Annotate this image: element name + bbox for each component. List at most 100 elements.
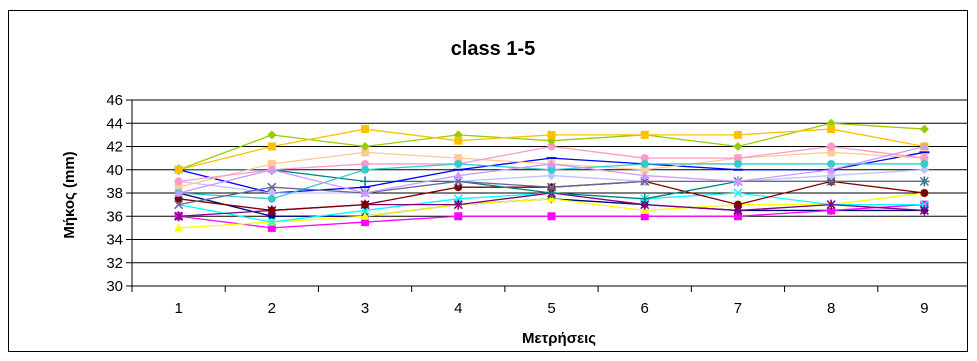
- data-point: [547, 142, 556, 151]
- data-point: [919, 176, 929, 186]
- data-point: [267, 211, 277, 221]
- data-point: [919, 142, 929, 150]
- y-tick-label: 46: [106, 92, 123, 109]
- data-point: [640, 130, 649, 139]
- data-point: [919, 165, 929, 175]
- x-tick-label: 5: [547, 300, 555, 317]
- data-point: [733, 142, 743, 151]
- data-point: [267, 182, 277, 192]
- data-point: [547, 194, 556, 203]
- x-tick-label: 3: [361, 300, 369, 317]
- data-point: [454, 212, 463, 221]
- data-point: [640, 165, 649, 174]
- data-point: [547, 165, 556, 174]
- data-point: [454, 159, 463, 168]
- data-point: [174, 194, 183, 203]
- data-point: [826, 165, 836, 174]
- data-point: [920, 189, 929, 197]
- data-point: [639, 193, 650, 204]
- data-point: [547, 171, 556, 181]
- data-point: [826, 176, 836, 186]
- data-point: [640, 171, 650, 180]
- series-group: [173, 118, 930, 232]
- x-tick-label: 7: [734, 300, 742, 317]
- data-point: [267, 165, 277, 174]
- x-tick-label: 8: [827, 300, 835, 317]
- data-point: [640, 159, 649, 168]
- data-point: [361, 148, 370, 157]
- series-16: [174, 142, 929, 197]
- data-point: [733, 159, 742, 168]
- data-point: [360, 176, 371, 187]
- data-point: [454, 183, 463, 192]
- x-axis-title: Μετρήσεις: [522, 330, 596, 347]
- y-tick-label: 32: [106, 255, 123, 272]
- data-point: [827, 206, 836, 215]
- data-point: [826, 199, 836, 210]
- y-tick-label: 38: [106, 185, 123, 202]
- data-point: [361, 125, 370, 134]
- data-point: [546, 188, 557, 198]
- y-tick-labels: 30 32 34 36 38 40 42 44 46: [106, 92, 123, 295]
- data-point: [174, 165, 183, 174]
- data-point: [547, 159, 556, 168]
- x-tick-label: 9: [920, 300, 928, 317]
- data-point: [361, 200, 370, 209]
- data-point: [174, 177, 183, 186]
- data-point: [919, 205, 929, 216]
- data-point: [826, 171, 836, 181]
- data-point: [733, 176, 743, 185]
- data-point: [267, 223, 276, 232]
- data-point: [640, 154, 649, 163]
- y-tick-label: 42: [106, 139, 123, 156]
- data-point: [640, 212, 649, 221]
- y-tick-label: 30: [106, 278, 123, 295]
- data-point: [360, 211, 370, 220]
- x-tick-label: 1: [174, 300, 182, 317]
- data-point: [733, 154, 742, 163]
- data-point: [267, 217, 277, 227]
- data-point: [733, 200, 742, 209]
- series-15: [174, 176, 929, 210]
- data-point: [547, 212, 556, 221]
- y-tick-label: 34: [106, 232, 123, 249]
- data-point: [920, 154, 929, 163]
- data-point: [360, 142, 370, 151]
- x-tick-label: 4: [454, 300, 462, 317]
- data-point: [733, 188, 743, 198]
- y-tick-label: 36: [106, 208, 123, 225]
- data-point: [454, 154, 463, 163]
- x-tick-labels: 1 2 3 4 5 6 7 8 9: [174, 300, 928, 317]
- data-point: [361, 159, 370, 168]
- data-point: [174, 211, 184, 222]
- data-point: [827, 159, 836, 168]
- data-point: [267, 194, 276, 203]
- data-point: [174, 200, 184, 210]
- data-point: [174, 188, 184, 197]
- x-tick-label: 2: [268, 300, 276, 317]
- data-point: [827, 125, 836, 134]
- y-axis-title: Μήκος (mm): [61, 151, 78, 238]
- y-tick-label: 40: [106, 162, 123, 179]
- data-point: [546, 182, 557, 192]
- data-point: [267, 130, 277, 140]
- data-point: [827, 148, 836, 157]
- data-point: [361, 218, 370, 227]
- data-point: [453, 171, 463, 180]
- y-tick-label: 44: [106, 115, 123, 132]
- data-point: [920, 159, 929, 168]
- data-point: [733, 212, 742, 221]
- data-point: [453, 199, 463, 210]
- data-point: [361, 165, 370, 174]
- data-point: [547, 130, 556, 139]
- data-point: [454, 136, 463, 145]
- data-point: [174, 223, 184, 232]
- chart-title: class 1-5: [451, 38, 536, 60]
- data-point: [733, 130, 742, 139]
- axes: [126, 99, 967, 292]
- data-point: [267, 142, 276, 151]
- x-tick-label: 6: [641, 300, 649, 317]
- data-point: [267, 206, 276, 215]
- data-point: [919, 124, 929, 134]
